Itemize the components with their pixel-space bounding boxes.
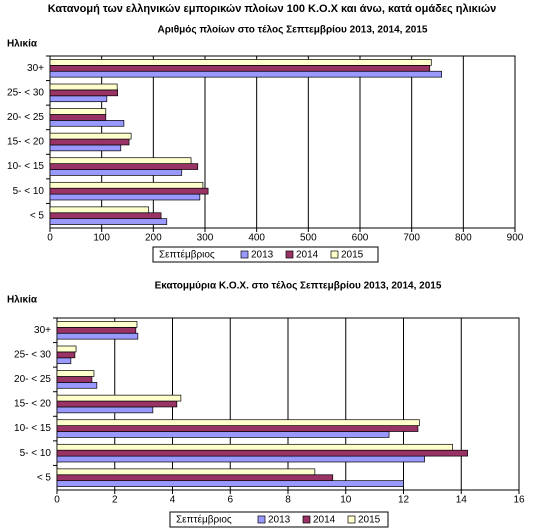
x-tick-label: 14 <box>456 495 468 506</box>
y-tick-label: 15- < 20 <box>7 137 44 148</box>
bar <box>56 480 404 487</box>
bar <box>56 474 334 482</box>
bar <box>56 351 76 359</box>
x-tick-label: 2 <box>112 495 118 506</box>
x-tick-label: 6 <box>227 495 233 506</box>
bar <box>56 455 425 463</box>
legend-label: 2013 <box>251 250 274 261</box>
x-tick-label: 8 <box>285 495 291 506</box>
y-tick-label: 10- < 15 <box>14 423 51 434</box>
bar <box>56 449 468 457</box>
chart-subtitle: Εκατομμύρια Κ.Ο.Χ. στο τέλος Σεπτεμβρίου… <box>155 281 442 292</box>
y-tick-label: 20- < 25 <box>14 374 51 385</box>
bar <box>56 425 419 432</box>
bar <box>56 431 390 438</box>
legend-label: 2015 <box>341 250 364 261</box>
bar <box>49 59 432 66</box>
bar <box>56 468 316 476</box>
bar <box>49 169 183 176</box>
bar <box>49 181 204 189</box>
y-tick-label: < 5 <box>37 472 52 483</box>
x-tick-label: 700 <box>403 233 420 244</box>
y-tick-label: 25- < 30 <box>7 87 44 98</box>
legend-title: Σεπτέμβριος <box>176 514 232 526</box>
bar <box>49 212 162 220</box>
bar <box>49 138 130 146</box>
y-axis-label: Ηλικία <box>7 295 38 306</box>
x-tick-label: 800 <box>455 233 472 244</box>
legend-swatch <box>240 250 249 259</box>
bar <box>56 321 138 328</box>
y-tick-label: 20- < 25 <box>7 112 44 123</box>
bar <box>56 376 93 383</box>
bar <box>49 120 125 127</box>
bar <box>49 108 107 115</box>
y-axis-label: Ηλικία <box>7 39 38 50</box>
y-tick-label: 10- < 15 <box>7 161 44 172</box>
bar <box>49 187 209 195</box>
y-tick-label: 5- < 10 <box>20 448 52 459</box>
legend-swatch <box>302 515 311 524</box>
y-tick-label: 25- < 30 <box>14 349 51 360</box>
bar <box>56 345 77 353</box>
bar <box>49 89 119 97</box>
x-tick-label: 300 <box>197 233 214 244</box>
x-tick-label: 10 <box>340 495 352 506</box>
legend-label: 2014 <box>313 515 336 526</box>
legend-box <box>152 246 379 263</box>
y-tick-label: 5- < 10 <box>13 186 45 197</box>
legend-label: 2015 <box>358 515 381 526</box>
bar <box>49 144 122 152</box>
x-tick-label: 900 <box>507 233 524 244</box>
bar <box>56 419 420 426</box>
bar <box>56 357 72 365</box>
bar <box>49 83 118 91</box>
bar <box>49 218 168 225</box>
x-tick-label: 100 <box>93 233 110 244</box>
bar <box>49 95 108 103</box>
x-tick-label: 16 <box>513 495 525 506</box>
legend-swatch <box>330 250 339 259</box>
y-tick-label: 30+ <box>27 63 44 74</box>
x-tick-label: 12 <box>398 495 410 506</box>
bar <box>49 114 107 121</box>
legend-label: 2014 <box>296 250 319 261</box>
x-tick-label: 4 <box>170 495 176 506</box>
legend-swatch <box>285 250 294 259</box>
bar <box>56 394 182 402</box>
chart-subtitle: Αριθμός πλοίων στο τέλος Σεπτεμβρίου 201… <box>158 25 428 36</box>
bar <box>49 64 431 72</box>
page-title: Κατανομή των ελληνικών εμπορικών πλοίων … <box>48 3 497 15</box>
x-tick-label: 400 <box>248 233 265 244</box>
bar <box>49 157 192 164</box>
bar <box>49 193 201 201</box>
bar <box>56 370 95 377</box>
bar <box>49 206 150 214</box>
y-tick-label: 30+ <box>34 325 51 336</box>
x-tick-label: 600 <box>352 233 369 244</box>
legend-box <box>169 511 389 528</box>
x-tick-label: 500 <box>300 233 317 244</box>
bar <box>49 70 442 78</box>
bar <box>56 400 178 408</box>
bar <box>56 443 453 451</box>
y-tick-label: 15- < 20 <box>14 399 51 410</box>
bar <box>56 332 139 340</box>
bar <box>49 132 132 140</box>
x-tick-label: 0 <box>47 233 53 244</box>
bar <box>49 163 199 170</box>
bar <box>56 326 137 334</box>
y-tick-label: < 5 <box>30 210 45 221</box>
bar <box>56 406 154 414</box>
legend-label: 2013 <box>268 515 291 526</box>
legend-swatch <box>257 515 266 524</box>
legend-swatch <box>347 515 356 524</box>
x-tick-label: 200 <box>145 233 162 244</box>
legend-title: Σεπτέμβριος <box>159 249 215 261</box>
x-tick-label: 0 <box>54 495 60 506</box>
bar <box>56 382 98 389</box>
